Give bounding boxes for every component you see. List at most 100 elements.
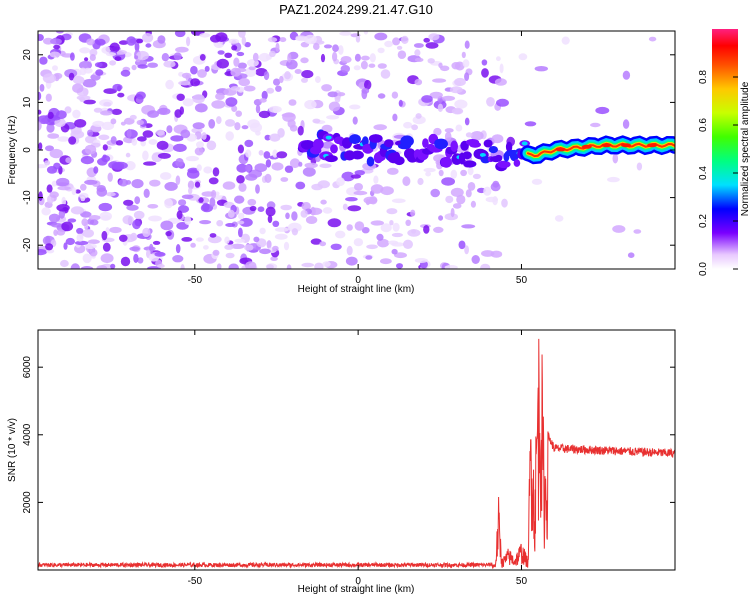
noise-blob [89,219,99,226]
noise-blob [207,235,222,244]
noise-blob [283,241,290,251]
noise-blob [74,240,89,246]
noise-blob [313,42,320,51]
noise-blob [179,106,184,115]
noise-blob [212,249,220,256]
noise-blob [118,40,129,45]
noise-blob [102,144,108,151]
signal-blob [488,146,498,154]
noise-blob [332,51,338,62]
noise-blob [187,180,195,190]
noise-blob [236,163,248,173]
noise-blob [392,37,401,46]
noise-blob [370,184,384,194]
noise-blob [133,253,139,263]
noise-blob [267,214,273,224]
noise-blob [110,118,117,125]
noise-blob [423,37,431,43]
noise-blob [238,182,247,192]
noise-blob [461,51,466,59]
noise-blob [327,218,342,228]
noise-blob [38,121,42,131]
noise-blob [492,180,500,188]
noise-blob [70,52,75,61]
noise-blob [110,136,117,145]
noise-blob [79,67,87,76]
noise-blob [105,52,117,57]
noise-blob [175,175,181,185]
noise-blob [491,134,504,144]
noise-blob [349,104,361,110]
colorbar-label: Normalized spectral amplitude [740,81,750,216]
noise-blob [68,72,75,81]
noise-blob [53,162,61,170]
noise-blob [45,235,51,245]
noise-blob [445,195,454,204]
noise-blob [454,77,466,87]
noise-blob [124,161,136,171]
signal-core [479,153,486,157]
noise-blob [194,181,201,188]
noise-blob [199,220,212,225]
noise-blob [78,192,89,199]
noise-blob [481,68,489,78]
noise-blob [612,153,619,164]
noise-blob [258,150,264,156]
noise-blob [590,122,601,128]
noise-blob [254,163,268,173]
noise-blob [57,186,71,191]
noise-blob [202,202,210,212]
noise-blob [156,140,169,150]
noise-blob [438,62,443,69]
noise-blob [265,159,272,168]
noise-blob [361,227,370,234]
noise-blob [84,144,97,155]
noise-blob [470,200,476,208]
noise-blob [107,172,113,182]
noise-blob [360,60,368,70]
noise-blob [432,78,447,83]
spectrogram-panel: -50 0 50 -20 -10 0 10 20 Height of straight lin… [7,30,676,295]
noise-blob [380,69,391,79]
figure-title: PAZ1.2024.299.21.47.G10 [279,2,433,17]
noise-blob [234,122,241,131]
signal-blob [330,144,338,154]
noise-blob [152,240,161,245]
noise-blob [486,97,495,107]
noise-blob [279,37,287,43]
noise-blob [61,221,74,232]
noise-blob [212,167,220,177]
noise-blob [458,240,466,250]
noise-blob [261,90,268,100]
noise-blob [147,62,158,68]
noise-blob [320,53,326,63]
noise-blob [414,78,423,86]
noise-blob [321,84,332,92]
noise-blob [627,252,635,258]
noise-blob [245,164,252,172]
noise-blob [60,259,69,268]
signal-blob [463,160,477,168]
noise-blob [51,180,58,187]
noise-blob [76,95,91,101]
noise-blob [450,207,455,218]
signal-blob [505,141,513,153]
noise-blob [257,206,265,212]
noise-blob [131,64,137,71]
noise-blob [216,263,222,269]
noise-blob [353,190,368,196]
noise-blob [137,136,147,142]
colorbar-ticks: 0.0 0.2 0.4 0.6 0.8 [698,70,738,276]
noise-blob [84,57,89,62]
noise-blob [192,94,205,104]
noise-blob [253,236,260,243]
noise-blob [451,61,461,70]
noise-blob [350,174,362,179]
noise-blob [353,238,364,247]
noise-blob [190,78,201,87]
noise-blob [622,70,631,80]
noise-blob [125,152,131,158]
noise-blob [396,263,403,269]
noise-blob [46,123,55,133]
noise-blob [96,187,108,197]
